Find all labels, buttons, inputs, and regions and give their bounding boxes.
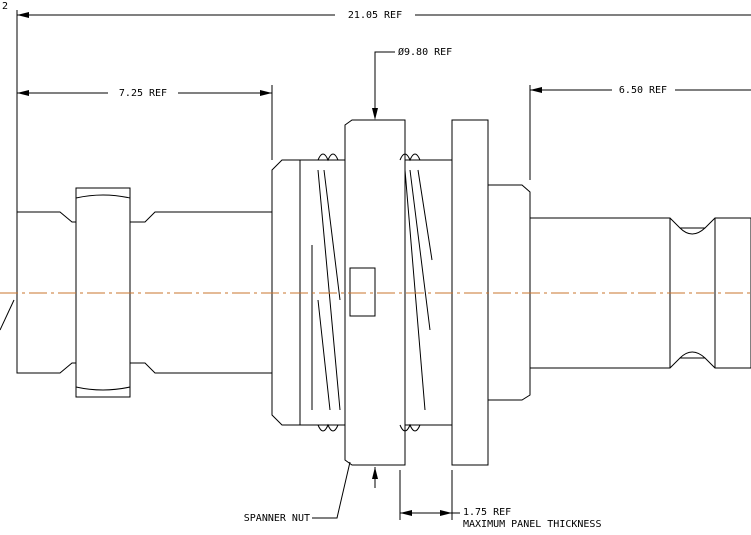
dimension-label: 1.75 REF xyxy=(463,507,511,518)
dimension-label: 7.25 REF xyxy=(119,88,167,99)
callout-label: SPANNER NUT xyxy=(244,513,310,524)
dimension-label: 21.05 REF xyxy=(348,10,402,21)
sheet-marker: 2 xyxy=(2,1,8,12)
dimension-lines xyxy=(0,10,751,520)
dimension-label: Ø9.80 REF xyxy=(398,46,452,58)
dimension-label: 6.50 REF xyxy=(619,85,667,96)
threaded-body xyxy=(271,119,531,466)
dimension-note: MAXIMUM PANEL THICKNESS xyxy=(463,519,601,530)
left-connector xyxy=(16,187,273,398)
